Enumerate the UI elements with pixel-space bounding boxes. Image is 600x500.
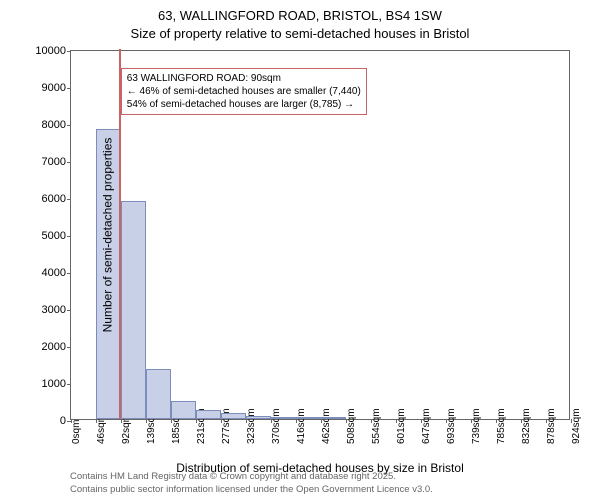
y-tick-mark: [67, 88, 71, 89]
x-tick-mark: [471, 419, 472, 423]
x-tick-label: 647sqm: [421, 408, 432, 444]
x-tick-mark: [321, 419, 322, 423]
histogram-bar: [221, 413, 246, 419]
y-tick-label: 3000: [31, 304, 66, 316]
x-tick-mark: [446, 419, 447, 423]
y-tick-mark: [67, 384, 71, 385]
x-tick-mark: [396, 419, 397, 423]
y-tick-mark: [67, 51, 71, 52]
footer-line-1: Contains HM Land Registry data © Crown c…: [70, 471, 433, 483]
y-tick-label: 7000: [31, 156, 66, 168]
x-tick-mark: [421, 419, 422, 423]
annotation-box: 63 WALLINGFORD ROAD: 90sqm← 46% of semi-…: [121, 68, 367, 115]
x-tick-mark: [121, 419, 122, 423]
y-axis-label: Number of semi-detached properties: [100, 138, 114, 333]
x-tick-mark: [96, 419, 97, 423]
x-tick-label: 0sqm: [71, 420, 82, 444]
chart-container: 0100020003000400050006000700080009000100…: [70, 50, 570, 420]
x-tick-label: 739sqm: [471, 408, 482, 444]
x-tick-label: 832sqm: [521, 408, 532, 444]
x-tick-mark: [546, 419, 547, 423]
chart-title-sub: Size of property relative to semi-detach…: [0, 26, 600, 41]
annotation-line-2: ← 46% of semi-detached houses are smalle…: [127, 85, 361, 98]
x-tick-label: 878sqm: [546, 408, 557, 444]
chart-title-main: 63, WALLINGFORD ROAD, BRISTOL, BS4 1SW: [0, 8, 600, 23]
histogram-bar: [121, 201, 146, 419]
x-tick-label: 370sqm: [271, 408, 282, 444]
x-tick-label: 323sqm: [246, 408, 257, 444]
x-tick-label: 416sqm: [296, 408, 307, 444]
x-tick-mark: [246, 419, 247, 423]
x-tick-label: 462sqm: [321, 408, 332, 444]
footer-attribution: Contains HM Land Registry data © Crown c…: [70, 471, 433, 496]
histogram-bar: [171, 401, 196, 420]
y-tick-label: 2000: [31, 341, 66, 353]
histogram-bar: [321, 417, 346, 419]
y-tick-label: 1000: [31, 378, 66, 390]
y-tick-mark: [67, 125, 71, 126]
plot-area: 0100020003000400050006000700080009000100…: [70, 50, 570, 420]
y-tick-mark: [67, 273, 71, 274]
histogram-bar: [246, 416, 271, 419]
x-tick-mark: [521, 419, 522, 423]
histogram-bar: [196, 410, 221, 419]
x-tick-mark: [296, 419, 297, 423]
footer-line-2: Contains public sector information licen…: [70, 484, 433, 496]
y-tick-mark: [67, 347, 71, 348]
x-tick-label: 601sqm: [396, 408, 407, 444]
annotation-line-3: 54% of semi-detached houses are larger (…: [127, 98, 361, 111]
x-tick-mark: [271, 419, 272, 423]
y-tick-mark: [67, 236, 71, 237]
x-tick-mark: [571, 419, 572, 423]
x-tick-label: 785sqm: [496, 408, 507, 444]
y-tick-mark: [67, 310, 71, 311]
x-tick-mark: [71, 419, 72, 423]
y-tick-label: 8000: [31, 119, 66, 131]
y-tick-mark: [67, 199, 71, 200]
x-tick-label: 924sqm: [571, 408, 582, 444]
x-tick-label: 693sqm: [446, 408, 457, 444]
x-tick-mark: [196, 419, 197, 423]
x-tick-mark: [371, 419, 372, 423]
x-tick-mark: [496, 419, 497, 423]
x-tick-mark: [346, 419, 347, 423]
histogram-bar: [146, 369, 171, 419]
y-tick-label: 4000: [31, 267, 66, 279]
y-tick-label: 6000: [31, 193, 66, 205]
x-tick-mark: [171, 419, 172, 423]
annotation-line-1: 63 WALLINGFORD ROAD: 90sqm: [127, 72, 361, 85]
x-tick-mark: [146, 419, 147, 423]
x-tick-mark: [221, 419, 222, 423]
y-tick-label: 9000: [31, 82, 66, 94]
y-tick-label: 5000: [31, 230, 66, 242]
x-tick-label: 554sqm: [371, 408, 382, 444]
histogram-bar: [296, 417, 321, 419]
y-tick-label: 0: [31, 415, 66, 427]
y-tick-mark: [67, 162, 71, 163]
x-tick-label: 508sqm: [346, 408, 357, 444]
y-tick-label: 10000: [31, 45, 66, 57]
histogram-bar: [271, 417, 296, 419]
